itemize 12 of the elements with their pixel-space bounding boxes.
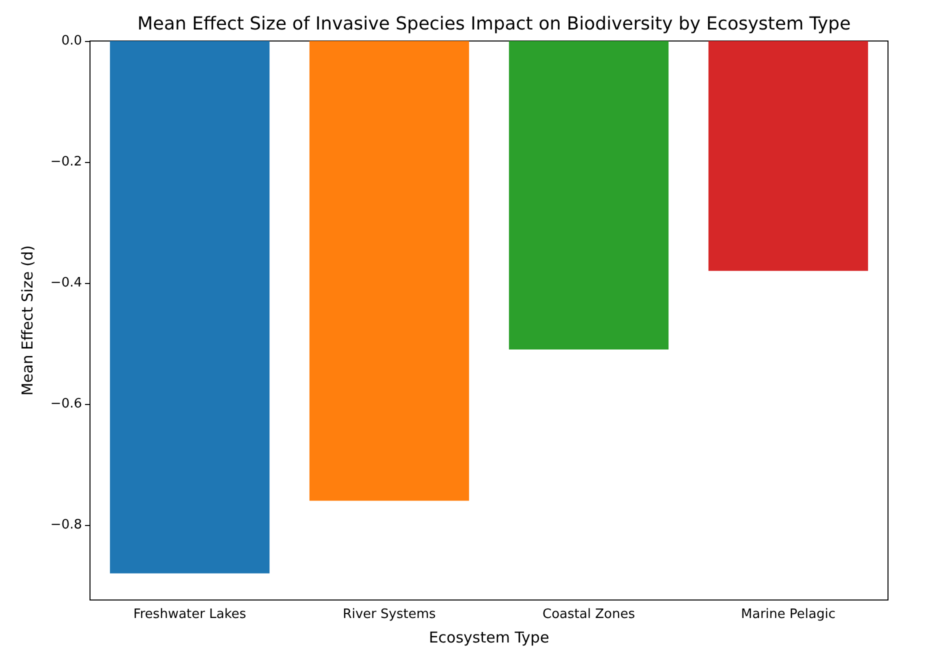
- x-tick-label: Freshwater Lakes: [133, 607, 246, 622]
- x-tick-label: Marine Pelagic: [741, 607, 836, 622]
- y-tick-label: −0.8: [50, 517, 82, 532]
- x-axis-title: Ecosystem Type: [428, 628, 550, 646]
- x-tick-label: Coastal Zones: [542, 607, 636, 622]
- y-tick-label: 0.0: [61, 34, 82, 48]
- chart-title: Mean Effect Size of Invasive Species Impact on Biodiversity by Ecosystem Type: [137, 14, 851, 34]
- y-tick-label: −0.6: [50, 396, 82, 412]
- y-tick-label: −0.2: [50, 154, 82, 170]
- y-axis-title: Mean Effect Size (d): [18, 245, 36, 396]
- y-tick-label: −0.4: [50, 275, 82, 290]
- x-tick-label: River Systems: [342, 607, 436, 622]
